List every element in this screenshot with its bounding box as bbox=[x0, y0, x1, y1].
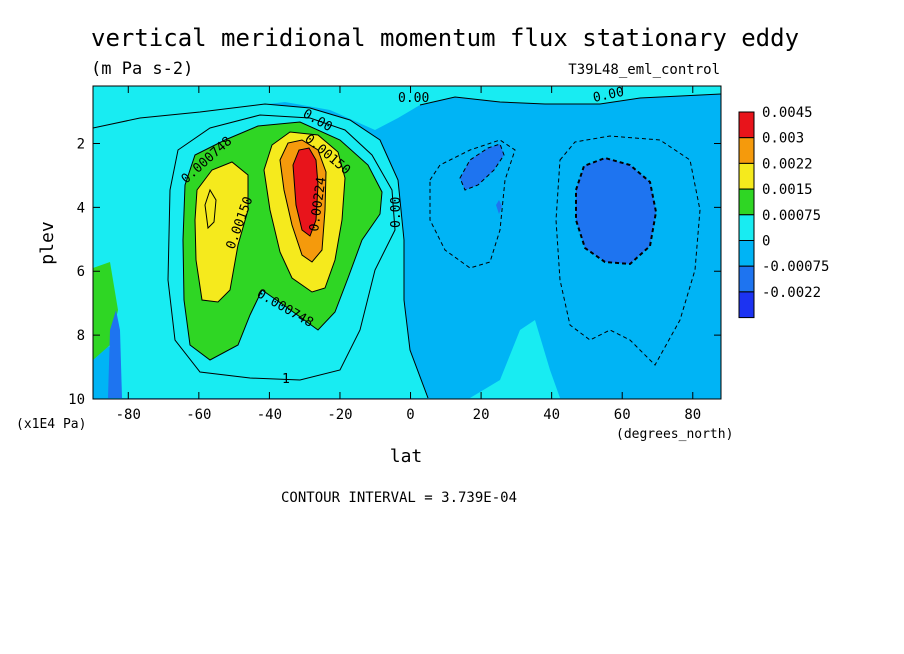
chart-units: (m Pa s-2) bbox=[91, 59, 193, 79]
contour-label-zero-4: 0.00 bbox=[389, 197, 404, 228]
run-label: T39L48_eml_control bbox=[568, 62, 720, 78]
y-axis: 2 4 6 8 10 bbox=[68, 136, 721, 408]
x-axis-label: lat bbox=[390, 446, 423, 467]
colorbar-label: 0.0045 bbox=[762, 105, 813, 121]
fill-deep-blue-strip bbox=[108, 310, 122, 398]
colorbar-swatch bbox=[738, 137, 755, 164]
colorbar-swatch bbox=[738, 188, 755, 216]
y-tick-label: 2 bbox=[77, 136, 85, 152]
fill-negative-cell-2 bbox=[576, 158, 656, 264]
y-tick-label: 8 bbox=[77, 328, 85, 344]
x-tick-label: -80 bbox=[116, 407, 141, 423]
colorbar-label: 0.0022 bbox=[762, 156, 813, 172]
colorbar-swatch bbox=[738, 214, 755, 242]
colorbar-swatch bbox=[738, 162, 755, 190]
x-tick-label: 20 bbox=[473, 407, 490, 423]
x-tick-label: 60 bbox=[614, 407, 631, 423]
y-tick-label: 6 bbox=[77, 264, 85, 280]
contour-lines bbox=[93, 86, 721, 399]
y-axis-label: plev bbox=[37, 221, 58, 264]
colorbar: 0.0045 0.003 0.0022 0.0015 0.00075 0 -0.00075 -… bbox=[738, 105, 829, 319]
colorbar-label: -0.0022 bbox=[762, 285, 821, 301]
plot-area bbox=[93, 86, 721, 399]
contour-interval-text: CONTOUR INTERVAL = 3.739E-04 bbox=[281, 490, 517, 506]
fill-negative-cell-1 bbox=[460, 144, 504, 190]
colorbar-swatch bbox=[738, 265, 755, 293]
colorbar-swatch bbox=[738, 240, 755, 267]
colorbar-label: 0 bbox=[762, 234, 770, 250]
fill-cyan-nh-edge bbox=[470, 320, 560, 398]
colorbar-label: 0.00075 bbox=[762, 208, 821, 224]
x-tick-label: -60 bbox=[186, 407, 211, 423]
y-tick-label: 4 bbox=[77, 200, 85, 216]
fill-yellow-west bbox=[195, 162, 248, 302]
chart-title: vertical meridional momentum flux statio… bbox=[91, 24, 799, 52]
colorbar-swatch bbox=[738, 291, 755, 319]
contour-label-zero-2: 0.00 bbox=[592, 85, 626, 106]
x-tick-label: -20 bbox=[327, 407, 352, 423]
colorbar-label: 0.0015 bbox=[762, 182, 813, 198]
y-axis-units: (x1E4 Pa) bbox=[16, 417, 86, 432]
negative-contours bbox=[429, 135, 701, 366]
fill-red-core bbox=[293, 148, 318, 236]
colorbar-label: -0.00075 bbox=[762, 259, 829, 275]
x-tick-label: 0 bbox=[406, 407, 414, 423]
plot-frame bbox=[92, 85, 722, 400]
x-tick-label: 80 bbox=[684, 407, 701, 423]
x-tick-label: -40 bbox=[257, 407, 282, 423]
colorbar-label: 0.003 bbox=[762, 131, 804, 147]
x-axis-units: (degrees_north) bbox=[616, 427, 733, 442]
x-axis: -80 -60 -40 -20 0 20 40 60 80 bbox=[116, 86, 701, 423]
contour-label-zero-1: 0.00 bbox=[398, 91, 429, 106]
y-tick-label: 10 bbox=[68, 392, 85, 408]
fill-negative-sliver bbox=[496, 200, 502, 214]
colorbar-swatch bbox=[738, 111, 755, 139]
fill-cyan-top bbox=[93, 86, 721, 130]
x-tick-label: 40 bbox=[543, 407, 560, 423]
contour-label-one: 1 bbox=[282, 372, 290, 387]
